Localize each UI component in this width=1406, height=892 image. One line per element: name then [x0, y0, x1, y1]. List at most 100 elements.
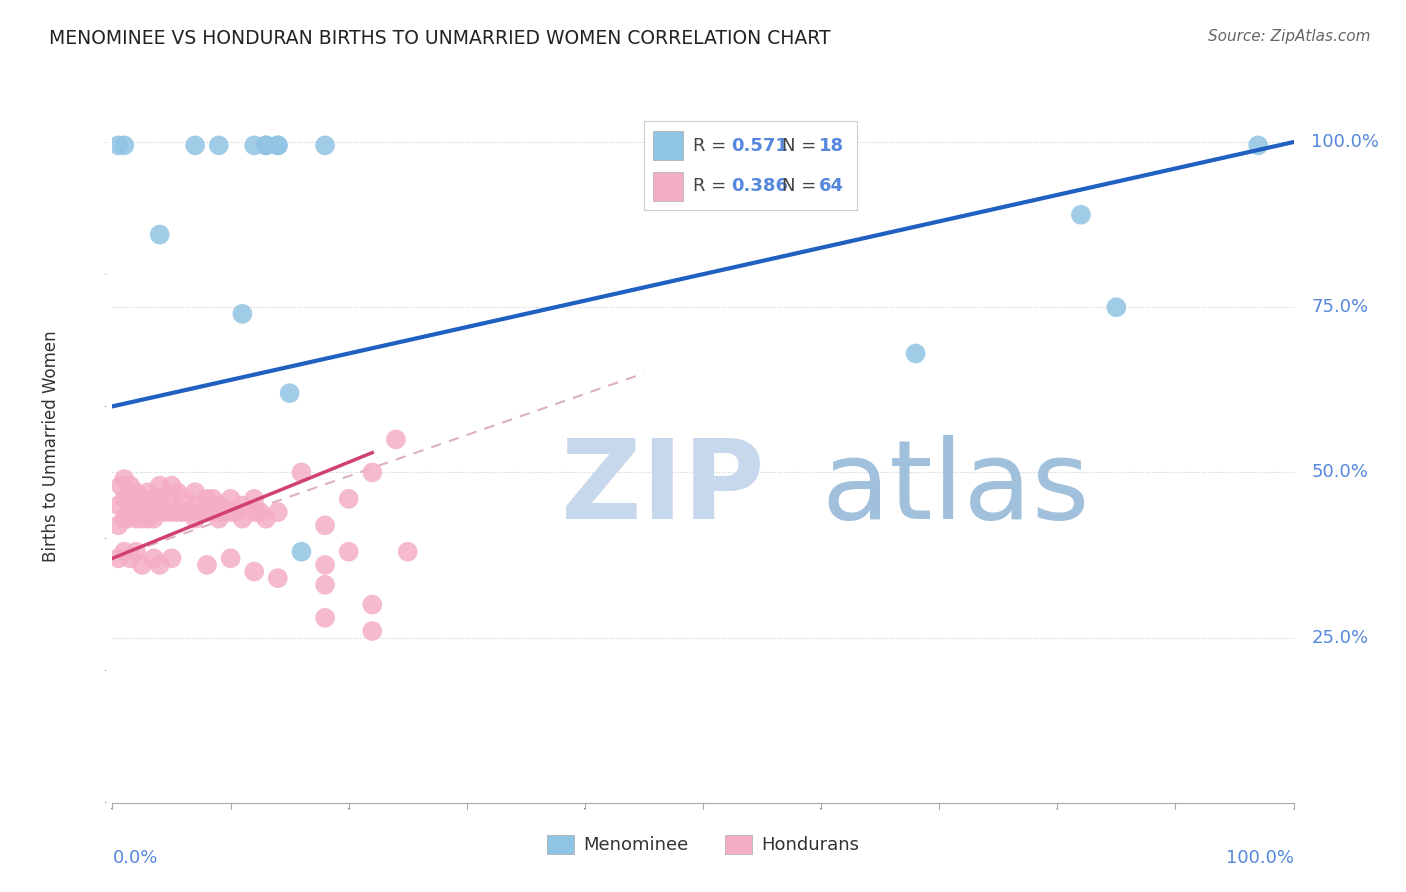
Text: 100.0%: 100.0%	[1312, 133, 1379, 151]
Point	[155, 505, 177, 519]
Point	[149, 491, 172, 506]
Text: ZIP: ZIP	[561, 435, 765, 542]
Text: R =: R =	[693, 136, 733, 155]
Point	[337, 545, 360, 559]
FancyBboxPatch shape	[652, 130, 682, 160]
Text: 64: 64	[818, 177, 844, 195]
Text: MENOMINEE VS HONDURAN BIRTHS TO UNMARRIED WOMEN CORRELATION CHART: MENOMINEE VS HONDURAN BIRTHS TO UNMARRIE…	[49, 29, 831, 47]
Point	[361, 624, 384, 638]
Point	[149, 227, 172, 242]
Point	[219, 491, 242, 506]
Legend: Menominee, Hondurans: Menominee, Hondurans	[540, 828, 866, 862]
Point	[314, 578, 336, 592]
Point	[184, 511, 207, 525]
Text: 25.0%: 25.0%	[1312, 629, 1368, 647]
Point	[385, 433, 408, 447]
Point	[254, 138, 277, 153]
Point	[219, 551, 242, 566]
Point	[361, 598, 384, 612]
Point	[131, 511, 153, 525]
Point	[184, 138, 207, 153]
Point	[243, 491, 266, 506]
Point	[160, 551, 183, 566]
Point	[290, 466, 312, 480]
Point	[231, 511, 253, 525]
Text: N =: N =	[782, 136, 823, 155]
Point	[136, 485, 159, 500]
Point	[278, 386, 301, 401]
Point	[142, 551, 165, 566]
Point	[127, 505, 149, 519]
Point	[195, 505, 218, 519]
Point	[107, 138, 129, 153]
Point	[110, 478, 132, 492]
Point	[149, 478, 172, 492]
Point	[112, 491, 135, 506]
Point	[1247, 138, 1270, 153]
Point	[142, 491, 165, 506]
Point	[131, 558, 153, 572]
Point	[254, 511, 277, 525]
Point	[160, 505, 183, 519]
Point	[249, 505, 271, 519]
Point	[136, 499, 159, 513]
Point	[267, 138, 290, 153]
Point	[160, 478, 183, 492]
Text: Births to Unmarried Women: Births to Unmarried Women	[42, 330, 60, 562]
Point	[361, 466, 384, 480]
Point	[107, 518, 129, 533]
Point	[208, 499, 231, 513]
Point	[166, 485, 188, 500]
Text: 0.386: 0.386	[731, 177, 789, 195]
Point	[267, 138, 290, 153]
Point	[314, 138, 336, 153]
Point	[231, 499, 253, 513]
Point	[120, 478, 142, 492]
Point	[122, 491, 145, 506]
Point	[125, 485, 148, 500]
Text: 18: 18	[818, 136, 844, 155]
Point	[243, 138, 266, 153]
Text: 75.0%: 75.0%	[1312, 298, 1368, 317]
Point	[243, 565, 266, 579]
Point	[201, 505, 224, 519]
Point	[172, 491, 194, 506]
Point	[122, 505, 145, 519]
Point	[149, 505, 172, 519]
Point	[107, 499, 129, 513]
Point	[112, 138, 135, 153]
Text: R =: R =	[693, 177, 733, 195]
Point	[904, 346, 927, 360]
Point	[125, 511, 148, 525]
Text: 0.571: 0.571	[731, 136, 789, 155]
Point	[225, 505, 247, 519]
Point	[120, 551, 142, 566]
Point	[172, 505, 194, 519]
Point	[125, 545, 148, 559]
Point	[131, 491, 153, 506]
Point	[120, 505, 142, 519]
Point	[214, 505, 236, 519]
Text: atlas: atlas	[821, 435, 1090, 542]
Point	[337, 491, 360, 506]
Text: 50.0%: 50.0%	[1312, 464, 1368, 482]
Point	[136, 511, 159, 525]
Point	[112, 545, 135, 559]
Text: 0.0%: 0.0%	[112, 849, 157, 867]
Point	[267, 571, 290, 585]
Point	[208, 511, 231, 525]
Point	[243, 505, 266, 519]
Point	[692, 138, 714, 153]
Point	[120, 491, 142, 506]
Text: N =: N =	[782, 177, 823, 195]
Point	[190, 505, 212, 519]
Point	[314, 558, 336, 572]
Point	[1070, 208, 1092, 222]
Point	[396, 545, 419, 559]
Point	[179, 505, 201, 519]
Point	[112, 472, 135, 486]
Point	[195, 558, 218, 572]
Point	[219, 505, 242, 519]
Point	[231, 307, 253, 321]
Point	[208, 138, 231, 153]
